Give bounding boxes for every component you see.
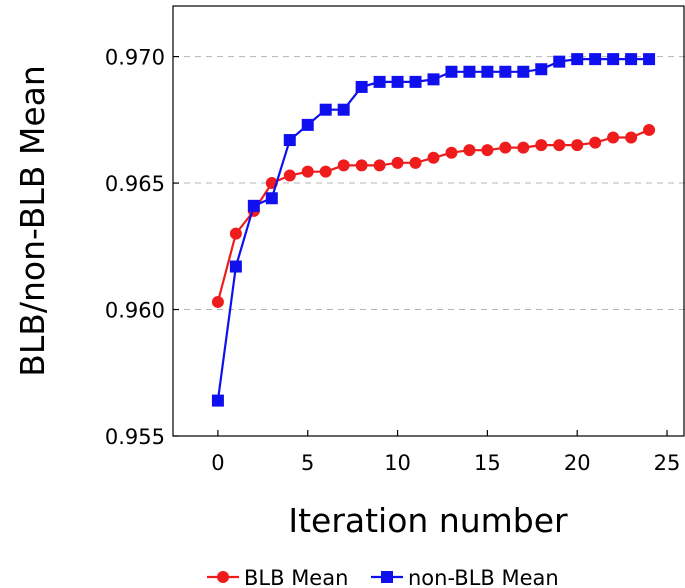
gridlines	[173, 56, 685, 311]
data-point	[319, 103, 332, 116]
legend-item-0: BLB Mean	[207, 566, 348, 588]
data-point	[427, 73, 440, 86]
x-tick-label: 5	[301, 451, 314, 475]
data-point	[463, 65, 476, 78]
data-point	[535, 139, 548, 152]
data-point	[607, 131, 620, 144]
data-point	[301, 165, 314, 178]
y-tick-label: 0.970	[105, 46, 165, 70]
data-point	[499, 65, 512, 78]
legend-item-1: non-BLB Mean	[371, 566, 559, 588]
legend-marker	[381, 571, 393, 583]
legend-label: BLB Mean	[244, 566, 348, 588]
series-line-1	[216, 57, 650, 401]
legend-marker	[217, 571, 229, 583]
data-point	[283, 169, 296, 182]
data-point	[607, 53, 620, 66]
x-tick-label: 10	[384, 451, 411, 475]
data-point	[427, 151, 440, 164]
y-tick-label: 0.960	[105, 299, 165, 323]
data-point	[355, 159, 368, 172]
x-axis-title: Iteration number	[288, 501, 568, 540]
data-point	[337, 159, 350, 172]
plot-frame	[172, 5, 685, 437]
data-point	[643, 123, 656, 136]
data-point	[373, 159, 386, 172]
data-point	[589, 53, 602, 66]
data-point	[283, 134, 296, 147]
data-point	[553, 55, 566, 68]
data-point	[265, 192, 278, 205]
data-point	[625, 53, 638, 66]
data-point	[463, 144, 476, 157]
y-axis-title: BLB/non-BLB Mean	[13, 65, 52, 377]
data-point	[445, 146, 458, 159]
data-point	[535, 63, 548, 76]
data-point	[373, 75, 386, 88]
series-1	[211, 53, 656, 407]
data-point	[643, 53, 656, 66]
series-layer	[211, 53, 656, 407]
legend-label: non-BLB Mean	[408, 566, 559, 588]
data-point	[247, 199, 260, 212]
data-point	[517, 65, 530, 78]
data-point	[391, 75, 404, 88]
data-point	[229, 260, 242, 273]
legend: BLB Mean non-BLB Mean	[207, 566, 559, 588]
data-point	[499, 141, 512, 154]
data-point	[481, 144, 494, 157]
axis-ticks: 0.955 0.960 0.965 0.970 0 5 10 15 20 25	[105, 46, 681, 475]
x-tick-label: 20	[564, 451, 591, 475]
data-point	[409, 75, 422, 88]
data-point	[211, 394, 224, 407]
data-point	[409, 156, 422, 169]
data-point	[391, 156, 404, 169]
y-tick-label: 0.965	[105, 172, 165, 196]
data-point	[625, 131, 638, 144]
data-point	[229, 227, 242, 240]
data-point	[571, 53, 584, 66]
data-point	[481, 65, 494, 78]
data-point	[319, 165, 332, 178]
data-point	[445, 65, 458, 78]
data-point	[553, 139, 566, 152]
data-point	[337, 103, 350, 116]
data-point	[301, 118, 314, 131]
x-tick-label: 25	[654, 451, 681, 475]
data-point	[571, 139, 584, 152]
data-point	[517, 141, 530, 154]
x-tick-label: 15	[474, 451, 501, 475]
x-tick-label: 0	[211, 451, 224, 475]
data-point	[211, 295, 224, 308]
y-tick-label: 0.955	[105, 425, 165, 449]
series-0	[211, 123, 656, 308]
data-point	[355, 80, 368, 93]
data-point	[589, 136, 602, 149]
